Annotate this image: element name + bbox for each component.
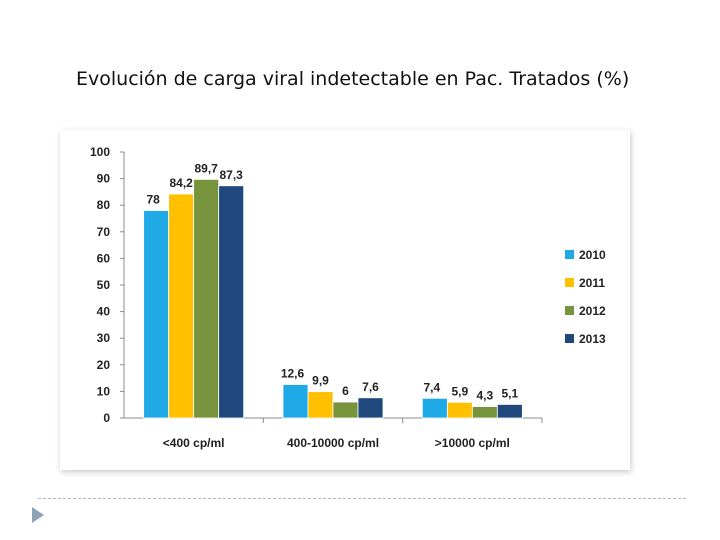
data-label: 12,6: [281, 366, 305, 380]
y-tick-label: 60: [97, 251, 111, 265]
x-tick-label: >10000 cp/ml: [435, 436, 510, 450]
legend-label: 2012: [579, 304, 606, 318]
y-tick-label: 10: [97, 384, 111, 398]
data-label: 84,2: [169, 176, 193, 190]
legend-swatch: [565, 278, 574, 287]
data-label: 9,9: [312, 374, 329, 388]
slide-title: Evolución de carga viral indetectable en…: [76, 68, 630, 90]
bar: [471, 406, 498, 419]
bar-layer: [143, 178, 523, 419]
bar: [143, 210, 170, 419]
bar: [332, 401, 359, 419]
x-tick-label: <400 cp/ml: [163, 436, 225, 450]
y-tick-label: 30: [97, 331, 111, 345]
bar: [357, 397, 384, 419]
bar: [168, 193, 195, 419]
y-tick-label: 100: [90, 145, 110, 159]
data-label: 5,9: [451, 384, 468, 398]
data-label: 7,6: [362, 380, 379, 394]
data-label: 7,4: [423, 380, 440, 394]
y-tick-label: 80: [97, 198, 111, 212]
legend: 2010 2011 2012 2013: [565, 248, 606, 346]
bar: [282, 384, 309, 419]
chart-frame: 0 10 20 30 40 50 60 70 80 90 100 <400 cp/ml 400-1000…: [60, 130, 630, 470]
axis-layer: 0 10 20 30 40 50 60 70 80 90 100 <400 cp/ml 400-1000…: [90, 145, 543, 450]
y-tick-label: 50: [97, 278, 111, 292]
bar: [218, 185, 245, 419]
data-label: 78: [146, 193, 160, 207]
bar: [496, 404, 523, 419]
bar: [446, 401, 473, 419]
legend-swatch: [565, 306, 574, 315]
y-tick-label: 70: [97, 225, 111, 239]
bar: [307, 391, 334, 419]
legend-swatch: [565, 250, 574, 259]
legend-label: 2011: [579, 276, 605, 290]
y-tick-label: 90: [97, 172, 111, 186]
bar-chart: 0 10 20 30 40 50 60 70 80 90 100 <400 cp/ml 400-1000…: [90, 145, 606, 450]
x-tick-label: 400-10000 cp/ml: [287, 436, 379, 450]
y-tick-label: 20: [97, 358, 111, 372]
data-label: 89,7: [194, 161, 218, 175]
footer-divider: [38, 498, 686, 499]
legend-label: 2010: [579, 248, 606, 262]
data-label: 5,1: [501, 386, 518, 400]
bar: [193, 178, 220, 419]
data-label: 6: [342, 384, 349, 398]
data-label: 4,3: [476, 389, 493, 403]
label-layer: 78 84,289,7 87,3 12,6 9,9 6 7,6 7,4 5,9 4,3 5,1: [146, 161, 518, 402]
legend-label: 2013: [579, 332, 606, 346]
bullet-arrow-icon: [32, 507, 44, 523]
bar: [421, 397, 448, 419]
data-label: 87,3: [219, 168, 243, 182]
legend-swatch: [565, 334, 574, 343]
y-tick-label: 40: [97, 305, 111, 319]
y-tick-label: 0: [103, 411, 110, 425]
